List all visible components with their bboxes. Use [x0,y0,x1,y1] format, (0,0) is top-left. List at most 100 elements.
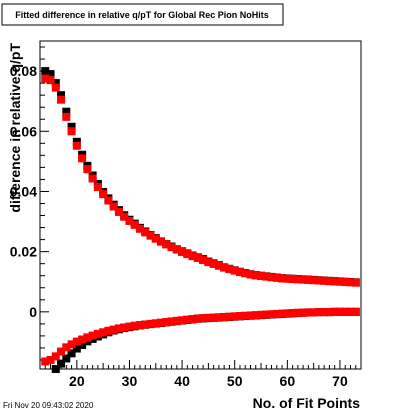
red-marker-upper [109,202,118,211]
red-marker-upper [62,112,71,121]
red-marker-upper [172,245,181,254]
black-marker-lower [51,365,60,373]
red-marker-upper [320,276,329,285]
red-marker-upper [204,258,213,267]
x-tick-label: 40 [174,373,190,389]
red-marker-lower [293,308,302,317]
red-marker-upper [225,265,234,274]
red-marker-lower [146,319,155,328]
red-marker-upper [178,247,187,256]
red-marker-lower [241,311,250,320]
red-marker-lower [272,309,281,318]
data-points [41,67,360,373]
red-marker-upper [262,272,271,281]
red-marker-lower [230,312,239,321]
red-marker-lower [72,337,81,346]
axis-ticks [39,46,362,369]
red-marker-lower [283,309,292,318]
red-marker-upper [41,74,50,83]
red-marker-lower [299,308,308,317]
red-marker-lower [188,315,197,324]
red-marker-lower [267,310,276,319]
red-marker-upper [314,276,323,285]
red-marker-upper [325,277,334,286]
red-marker-lower [309,308,318,317]
red-marker-upper [183,250,192,259]
red-marker-lower [157,318,166,327]
red-marker-lower [183,315,192,324]
red-marker-upper [309,276,318,285]
red-marker-upper [83,165,92,174]
x-tick-label: 50 [227,373,243,389]
black-marker-lower [67,349,76,358]
black-marker-upper [46,70,55,79]
red-marker-lower [125,322,134,331]
red-marker-upper [151,234,160,243]
black-marker-lower [57,359,66,368]
black-marker-upper [41,67,50,76]
red-marker-lower [67,340,76,349]
red-marker-lower [320,308,329,317]
red-marker-lower [57,347,66,356]
red-marker-lower [262,310,271,319]
x-tick-label: 20 [69,373,85,389]
red-marker-upper [293,275,302,284]
red-marker-lower [341,307,350,316]
red-marker-upper [246,270,255,279]
red-marker-lower [109,325,118,334]
red-marker-upper [330,277,339,286]
x-tick-label: 70 [332,373,348,389]
red-marker-lower [141,320,150,329]
red-marker-lower [225,312,234,321]
footer-timestamp: Fri Nov 20 09:43:02 2020 [3,401,94,410]
black-marker-upper [51,79,60,88]
x-tick-label: 30 [122,373,138,389]
red-marker-upper [67,127,76,136]
red-marker-upper [209,259,218,268]
red-marker-lower [335,307,344,316]
red-marker-upper [267,273,276,282]
red-marker-upper [130,220,139,229]
red-marker-lower [78,335,87,344]
red-marker-lower [46,355,55,364]
red-marker-lower [257,310,266,319]
red-marker-upper [120,212,129,221]
red-marker-upper [114,207,123,216]
black-marker-lower [62,354,71,363]
x-axis-title: No. of Fit Points [253,395,361,411]
red-marker-lower [325,308,334,317]
red-marker-lower [220,312,229,321]
red-marker-upper [72,141,81,150]
red-marker-upper [51,83,60,92]
red-marker-upper [341,278,350,287]
red-marker-upper [46,76,55,85]
red-marker-upper [230,266,239,275]
red-marker-upper [220,263,229,272]
black-marker-lower [78,340,87,349]
red-marker-upper [162,240,171,249]
red-marker-upper [283,274,292,283]
red-marker-upper [93,182,102,191]
red-marker-upper [288,275,297,284]
red-marker-upper [272,273,281,282]
y-tick-label: 0.06 [10,123,37,139]
red-marker-lower [246,311,255,320]
red-marker-lower [162,318,171,327]
red-marker-upper [99,190,108,199]
red-marker-lower [120,323,129,332]
red-marker-lower [135,321,144,330]
red-marker-lower [204,313,213,322]
red-marker-lower [167,317,176,326]
red-marker-upper [78,154,87,163]
black-marker-lower [72,344,81,353]
red-marker-lower [51,352,60,361]
red-marker-lower [83,333,92,342]
title-box [1,3,284,26]
chart-title: Fitted difference in relative q/pT for G… [15,10,269,20]
red-marker-lower [214,313,223,322]
red-marker-upper [335,277,344,286]
tick-labels: 20 30 40 50 60 70 0 0.02 0.04 0.06 0.08 [10,63,348,389]
y-tick-label: 0 [29,304,37,320]
red-marker-upper [135,224,144,233]
